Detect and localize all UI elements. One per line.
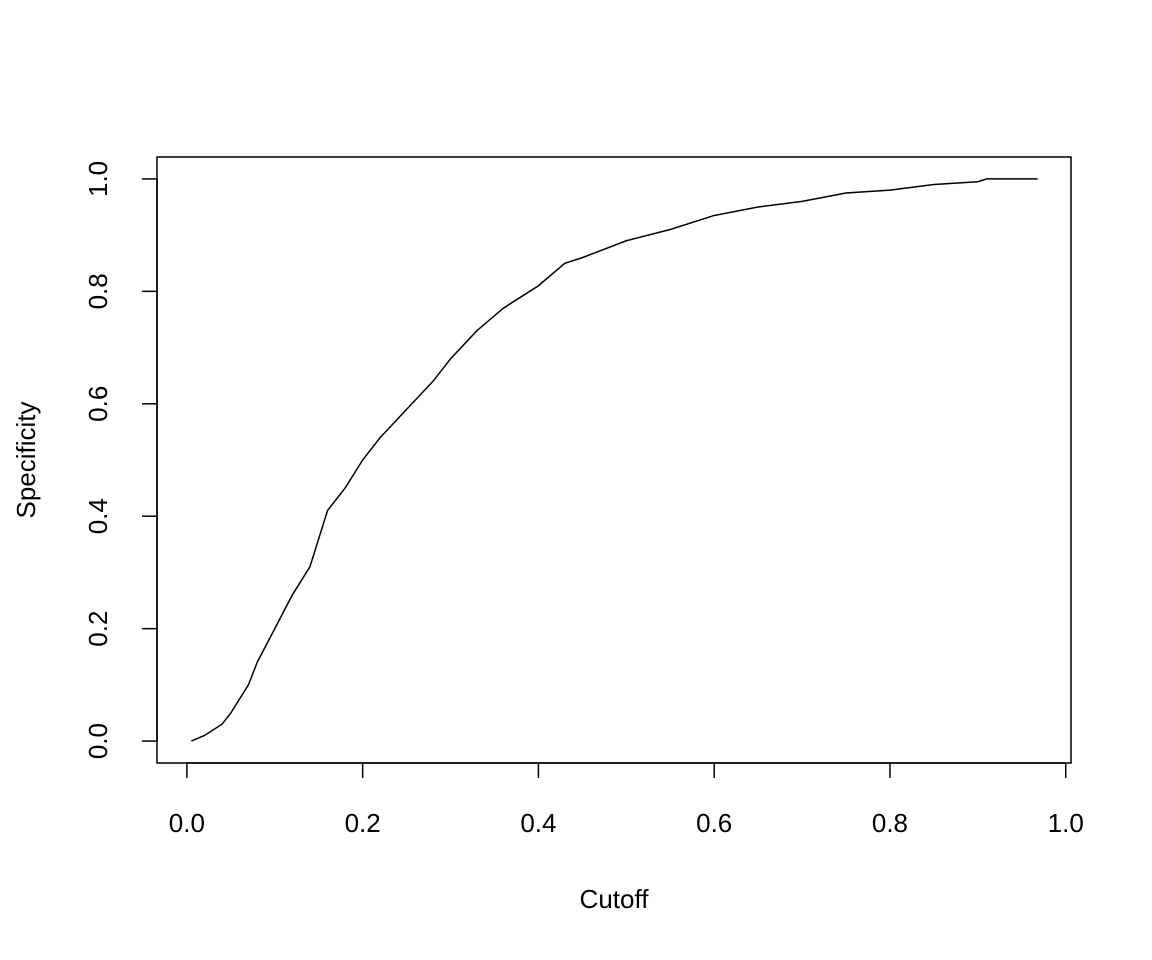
x-tick-label: 1.0 <box>1048 808 1084 838</box>
y-tick-label: 0.6 <box>83 386 113 422</box>
x-tick-label: 0.4 <box>520 808 556 838</box>
data-line <box>190 178 1038 742</box>
y-tick-label: 0.0 <box>83 723 113 759</box>
y-axis-label: Specificity <box>11 401 41 518</box>
x-tick-label: 0.2 <box>345 808 381 838</box>
y-tick-label: 0.4 <box>83 498 113 534</box>
x-axis-label: Cutoff <box>580 884 650 914</box>
x-tick-label: 0.0 <box>169 808 205 838</box>
y-tick-label: 0.2 <box>83 611 113 647</box>
y-tick-label: 0.8 <box>83 273 113 309</box>
plot-box <box>156 156 1072 764</box>
y-tick-label: 1.0 <box>83 161 113 197</box>
x-tick-label: 0.8 <box>872 808 908 838</box>
x-tick-label: 0.6 <box>696 808 732 838</box>
